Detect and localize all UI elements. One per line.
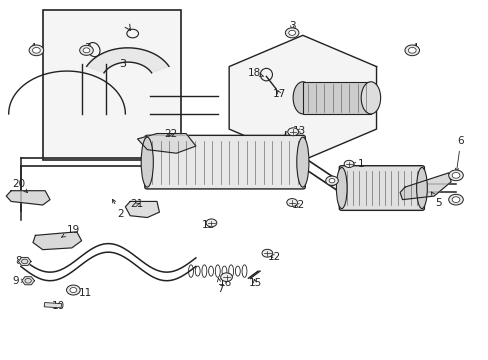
Text: 21: 21: [130, 199, 143, 209]
Circle shape: [32, 48, 40, 53]
Text: 1: 1: [351, 159, 364, 169]
Text: 13: 13: [292, 126, 305, 136]
Polygon shape: [137, 134, 196, 153]
Circle shape: [285, 28, 298, 38]
Text: 14: 14: [328, 177, 342, 188]
Circle shape: [220, 273, 232, 282]
Bar: [44, 302, 61, 308]
Circle shape: [70, 288, 77, 293]
Circle shape: [83, 48, 90, 53]
Text: 5: 5: [430, 192, 442, 208]
Ellipse shape: [141, 137, 153, 187]
Bar: [42, 10, 181, 160]
Text: 3: 3: [119, 59, 126, 69]
Polygon shape: [86, 48, 169, 73]
Circle shape: [205, 219, 216, 227]
Text: 22: 22: [163, 129, 177, 139]
Circle shape: [451, 197, 459, 203]
Polygon shape: [19, 257, 31, 265]
Circle shape: [66, 285, 80, 295]
Text: 8: 8: [15, 256, 24, 266]
Circle shape: [451, 172, 459, 178]
Text: 19: 19: [61, 225, 80, 237]
Text: 12: 12: [291, 200, 304, 210]
Text: 3: 3: [84, 43, 91, 53]
Text: 18: 18: [247, 68, 263, 78]
Polygon shape: [33, 232, 81, 249]
Ellipse shape: [292, 82, 312, 114]
Text: 4: 4: [30, 43, 36, 53]
Polygon shape: [399, 173, 450, 200]
Circle shape: [262, 249, 272, 257]
Ellipse shape: [361, 82, 380, 114]
Ellipse shape: [416, 167, 427, 208]
Text: 4: 4: [410, 43, 417, 53]
Text: 3: 3: [288, 21, 295, 31]
Circle shape: [80, 45, 93, 55]
Ellipse shape: [336, 167, 346, 208]
Text: 15: 15: [248, 278, 261, 288]
Circle shape: [407, 48, 415, 53]
Text: 2: 2: [112, 199, 123, 219]
Circle shape: [288, 30, 295, 35]
Text: 7: 7: [217, 278, 223, 294]
Circle shape: [325, 176, 338, 185]
FancyBboxPatch shape: [339, 166, 424, 210]
FancyBboxPatch shape: [144, 135, 305, 189]
Circle shape: [344, 160, 353, 167]
Text: 10: 10: [52, 301, 65, 311]
Text: 9: 9: [13, 276, 25, 286]
Polygon shape: [6, 191, 50, 205]
Text: 16: 16: [218, 278, 231, 288]
Polygon shape: [229, 35, 376, 160]
Circle shape: [286, 199, 297, 206]
Bar: [302, 82, 370, 114]
Circle shape: [328, 179, 334, 183]
Circle shape: [448, 170, 462, 181]
Circle shape: [404, 45, 419, 56]
Text: 6: 6: [454, 136, 463, 172]
Text: 11: 11: [74, 288, 91, 297]
Text: 20: 20: [12, 179, 27, 193]
Circle shape: [29, 45, 43, 56]
Circle shape: [287, 128, 298, 136]
Ellipse shape: [296, 137, 308, 187]
Circle shape: [448, 194, 462, 205]
Polygon shape: [22, 277, 34, 285]
Text: 12: 12: [267, 252, 281, 262]
Text: 17: 17: [272, 89, 285, 99]
Text: 12: 12: [201, 220, 214, 230]
Polygon shape: [125, 202, 159, 217]
